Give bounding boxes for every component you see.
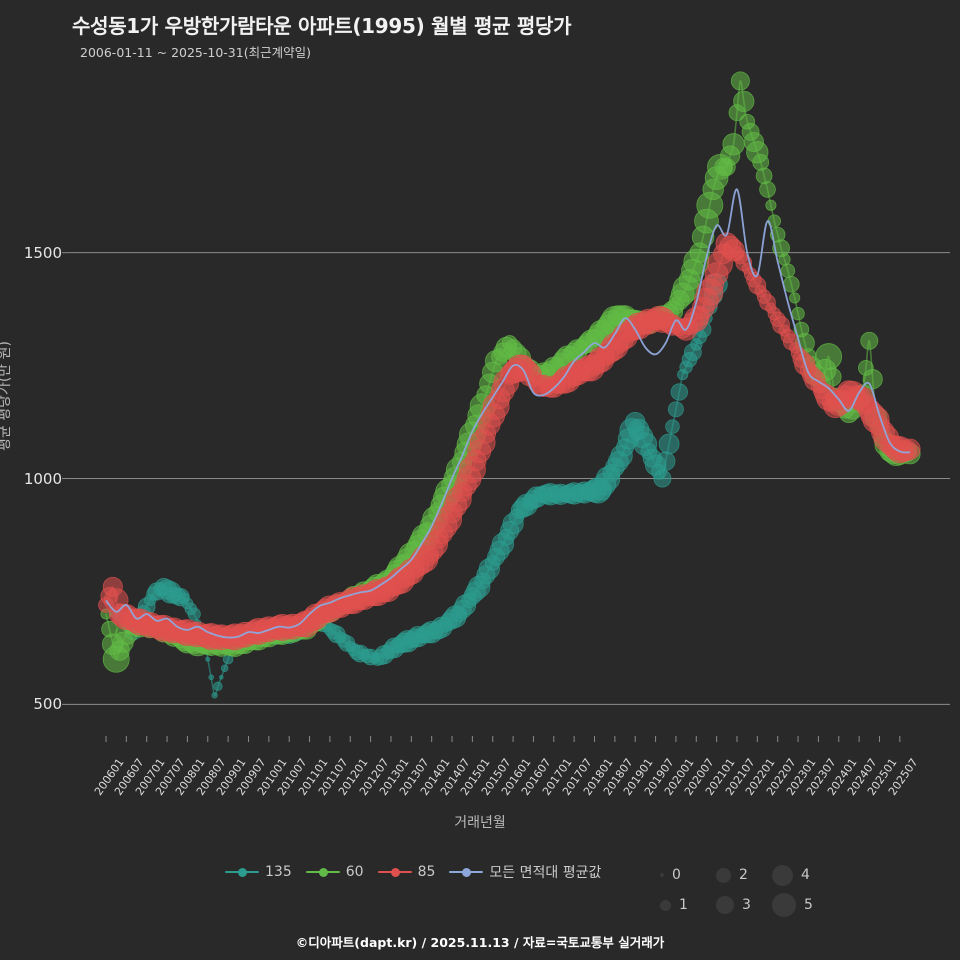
data-point[interactable] <box>211 692 218 699</box>
data-point[interactable] <box>730 71 750 91</box>
legend-item-label: 135 <box>265 864 292 880</box>
y-tick-label: 500 <box>33 695 62 714</box>
data-point[interactable] <box>765 199 777 211</box>
legend-size-dot-icon <box>772 893 796 917</box>
legend-size-item-4: 4 <box>772 864 828 886</box>
data-point[interactable] <box>667 401 684 418</box>
legend-size-label: 3 <box>742 897 751 913</box>
chart-canvas <box>62 71 950 742</box>
average-line[interactable] <box>105 188 911 639</box>
legend-item-135[interactable]: 135 <box>225 864 292 880</box>
legend-size-dot-icon <box>660 899 671 911</box>
data-point[interactable] <box>733 90 755 113</box>
legend-item-85[interactable]: 85 <box>377 864 436 880</box>
y-tick-label: 1000 <box>23 469 62 488</box>
legend-item-모든 면적대 평균값[interactable]: 모든 면적대 평균값 <box>449 862 601 882</box>
legend-item-60[interactable]: 60 <box>305 864 364 880</box>
data-point[interactable] <box>205 656 211 662</box>
legend-size-item-0: 0 <box>660 867 716 883</box>
data-point[interactable] <box>219 675 224 680</box>
y-axis-title: 평균 평당가(만 원) <box>0 341 13 451</box>
series-line <box>105 242 911 639</box>
chart-subtitle: 2006-01-11 ~ 2025-10-31(최근계약일) <box>80 45 311 60</box>
data-point[interactable] <box>782 276 800 293</box>
legend-item-label: 60 <box>345 864 364 880</box>
legend-size-label: 5 <box>804 897 813 913</box>
legend-swatch-icon <box>305 865 340 879</box>
legend-swatch-icon <box>377 865 412 879</box>
legend-size-label: 4 <box>801 867 810 883</box>
data-point[interactable] <box>670 383 688 401</box>
legend-size-dot-icon <box>660 873 664 877</box>
data-point[interactable] <box>860 331 879 350</box>
legend-size-group: 0 2 4 1 3 5 <box>660 860 828 920</box>
legend-swatch-icon <box>225 865 259 879</box>
data-point[interactable] <box>815 343 843 371</box>
legend-size-item-1: 1 <box>660 897 716 913</box>
legend-size-dot-icon <box>772 864 793 886</box>
data-point[interactable] <box>862 369 883 390</box>
legend-size-item-2: 2 <box>716 867 772 883</box>
data-point[interactable] <box>653 469 672 488</box>
data-point[interactable] <box>220 664 229 672</box>
data-point[interactable] <box>656 451 676 471</box>
data-point[interactable] <box>780 263 796 278</box>
footer-credit: ©디아파트(dapt.kr) / 2025.11.13 / 자료=국토교통부 실… <box>295 935 665 950</box>
data-point[interactable] <box>658 433 680 455</box>
legend-size-item-3: 3 <box>716 896 772 914</box>
data-point[interactable] <box>213 681 223 691</box>
data-point[interactable] <box>759 181 776 198</box>
legend-size-label: 0 <box>672 867 681 883</box>
legend-swatch-icon <box>449 865 484 879</box>
y-axis-ticks: 500 1000 1500 <box>0 72 62 736</box>
legend-series-group: 135 60 85 모든 면적대 평균값 <box>225 862 615 882</box>
legend-size-label: 1 <box>679 897 688 913</box>
x-axis-ticks: 200601 200607 200701 200707 200801 200807 2009… <box>68 742 950 822</box>
data-point[interactable] <box>789 292 801 304</box>
y-tick-label: 1500 <box>23 243 62 262</box>
legend-size-dot-icon <box>716 867 731 883</box>
data-point[interactable] <box>722 133 745 156</box>
legend-size-item-5: 5 <box>772 893 828 917</box>
data-point[interactable] <box>187 607 201 621</box>
x-axis-title: 거래년월 <box>454 815 506 831</box>
plot-area <box>62 71 950 742</box>
legend-size-label: 2 <box>739 867 748 883</box>
legend-item-label: 모든 면적대 평균값 <box>489 865 602 881</box>
chart-title: 수성동1가 우방한가람타운 아파트(1995) 월별 평균 평당가 <box>72 14 572 38</box>
data-point[interactable] <box>665 419 680 434</box>
data-point[interactable] <box>778 253 791 266</box>
legend-item-label: 85 <box>417 864 436 880</box>
series-average <box>105 188 911 639</box>
data-point[interactable] <box>208 674 215 681</box>
data-point[interactable] <box>899 438 921 460</box>
legend-size-dot-icon <box>716 896 734 914</box>
data-point[interactable] <box>791 307 805 321</box>
